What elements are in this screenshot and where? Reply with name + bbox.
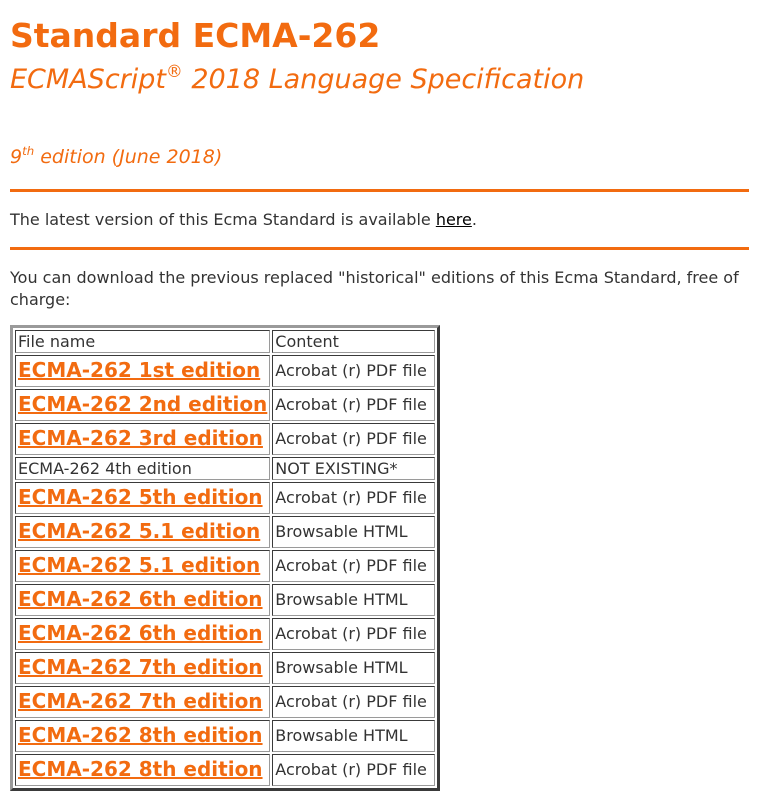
table-row: ECMA-262 5.1 edition Acrobat (r) PDF file bbox=[15, 550, 436, 582]
subtitle-main: ECMAScript bbox=[10, 64, 166, 95]
edition-download-link[interactable]: ECMA-262 2nd edition bbox=[18, 392, 268, 416]
table-row: ECMA-262 6th edition Acrobat (r) PDF file bbox=[15, 618, 436, 650]
content-type-cell: Acrobat (r) PDF file bbox=[272, 618, 436, 650]
subtitle-rest: 2018 Language Specification bbox=[182, 64, 585, 95]
divider-top bbox=[10, 189, 749, 192]
file-name-cell: ECMA-262 3rd edition bbox=[15, 423, 271, 455]
edition-download-link[interactable]: ECMA-262 5.1 edition bbox=[18, 553, 261, 577]
edition-line: 9th edition (June 2018) bbox=[10, 142, 222, 172]
edition-download-link[interactable]: ECMA-262 8th edition bbox=[18, 723, 263, 747]
file-name-cell: ECMA-262 1st edition bbox=[15, 355, 271, 387]
registered-mark: ® bbox=[166, 61, 183, 82]
table-row: ECMA-262 5.1 edition Browsable HTML bbox=[15, 516, 436, 548]
header-content: Content bbox=[272, 330, 436, 353]
file-name-cell: ECMA-262 5th edition bbox=[15, 482, 271, 514]
edition-download-link[interactable]: ECMA-262 3rd edition bbox=[18, 426, 263, 450]
content-type-cell: Acrobat (r) PDF file bbox=[272, 482, 436, 514]
header-file-name: File name bbox=[15, 330, 271, 353]
content-type-cell: NOT EXISTING* bbox=[272, 457, 436, 480]
content-type-cell: Browsable HTML bbox=[272, 720, 436, 752]
content-type-cell: Acrobat (r) PDF file bbox=[272, 754, 436, 786]
edition-download-link[interactable]: ECMA-262 8th edition bbox=[18, 757, 263, 781]
table-row: ECMA-262 5th edition Acrobat (r) PDF file bbox=[15, 482, 436, 514]
edition-download-link[interactable]: ECMA-262 7th edition bbox=[18, 689, 263, 713]
table-row: ECMA-262 7th edition Browsable HTML bbox=[15, 652, 436, 684]
table-row: ECMA-262 6th edition Browsable HTML bbox=[15, 584, 436, 616]
latest-version-line: The latest version of this Ecma Standard… bbox=[10, 209, 477, 231]
file-name-cell: ECMA-262 7th edition bbox=[15, 652, 271, 684]
table-row: ECMA-262 7th edition Acrobat (r) PDF file bbox=[15, 686, 436, 718]
edition-download-link[interactable]: ECMA-262 6th edition bbox=[18, 587, 263, 611]
page-title: Standard ECMA-262 bbox=[10, 16, 381, 55]
edition-download-link[interactable]: ECMA-262 1st edition bbox=[18, 358, 261, 382]
table-header-row: File name Content bbox=[15, 330, 436, 353]
file-name-cell: ECMA-262 6th edition bbox=[15, 618, 271, 650]
table-row: ECMA-262 8th edition Browsable HTML bbox=[15, 720, 436, 752]
table-row: ECMA-262 8th edition Acrobat (r) PDF file bbox=[15, 754, 436, 786]
content-type-cell: Acrobat (r) PDF file bbox=[272, 686, 436, 718]
file-name-cell: ECMA-262 6th edition bbox=[15, 584, 271, 616]
content-type-cell: Acrobat (r) PDF file bbox=[272, 550, 436, 582]
editions-table: File name Content ECMA-262 1st edition Ac… bbox=[10, 325, 441, 791]
table-row: ECMA-262 3rd edition Acrobat (r) PDF file bbox=[15, 423, 436, 455]
edition-text: edition (June 2018) bbox=[34, 146, 223, 168]
content-type-cell: Browsable HTML bbox=[272, 652, 436, 684]
file-name-cell: ECMA-262 2nd edition bbox=[15, 389, 271, 421]
edition-number: 9 bbox=[10, 146, 23, 168]
historical-intro: You can download the previous replaced "… bbox=[10, 268, 739, 309]
latest-text: The latest version of this Ecma Standard… bbox=[10, 210, 436, 229]
edition-download-link[interactable]: ECMA-262 7th edition bbox=[18, 655, 263, 679]
file-name-cell: ECMA-262 8th edition bbox=[15, 754, 271, 786]
file-name-cell: ECMA-262 5.1 edition bbox=[15, 550, 271, 582]
page-subtitle: ECMAScript® 2018 Language Specification bbox=[10, 60, 584, 100]
table-row: ECMA-262 1st edition Acrobat (r) PDF file bbox=[15, 355, 436, 387]
file-name-cell: ECMA-262 5.1 edition bbox=[15, 516, 271, 548]
latest-after: . bbox=[471, 210, 477, 229]
edition-download-link[interactable]: ECMA-262 6th edition bbox=[18, 621, 263, 645]
edition-download-link[interactable]: ECMA-262 5th edition bbox=[18, 485, 263, 509]
latest-here-link[interactable]: here bbox=[435, 210, 472, 229]
content-type-cell: Acrobat (r) PDF file bbox=[272, 355, 436, 387]
content-type-cell: Browsable HTML bbox=[272, 584, 436, 616]
file-name-cell: ECMA-262 8th edition bbox=[15, 720, 271, 752]
content-type-cell: Acrobat (r) PDF file bbox=[272, 423, 436, 455]
content-type-cell: Browsable HTML bbox=[272, 516, 436, 548]
content-type-cell: Acrobat (r) PDF file bbox=[272, 389, 436, 421]
edition-ordinal: th bbox=[22, 144, 35, 159]
divider-bottom bbox=[10, 247, 749, 250]
edition-name-text: ECMA-262 4th edition bbox=[18, 459, 192, 478]
file-name-cell: ECMA-262 4th edition bbox=[15, 457, 271, 480]
file-name-cell: ECMA-262 7th edition bbox=[15, 686, 271, 718]
table-row: ECMA-262 2nd edition Acrobat (r) PDF file bbox=[15, 389, 436, 421]
table-row: ECMA-262 4th edition NOT EXISTING* bbox=[15, 457, 436, 480]
edition-download-link[interactable]: ECMA-262 5.1 edition bbox=[18, 519, 261, 543]
